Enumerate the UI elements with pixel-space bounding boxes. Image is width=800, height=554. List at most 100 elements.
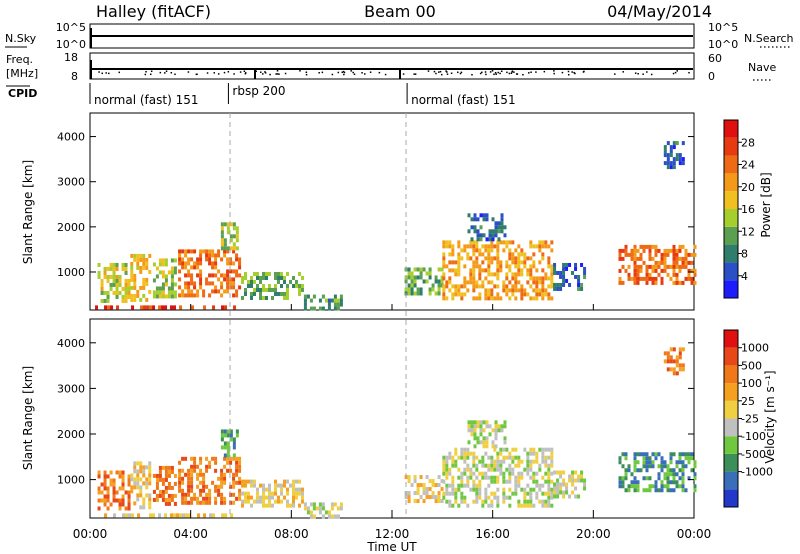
data-cell bbox=[672, 488, 676, 493]
data-cell bbox=[451, 252, 455, 257]
data-cell bbox=[295, 479, 298, 484]
data-cell bbox=[327, 514, 331, 519]
data-cell bbox=[663, 472, 667, 477]
data-cell bbox=[538, 244, 542, 249]
data-cell bbox=[274, 283, 277, 288]
data-cell bbox=[309, 514, 313, 519]
data-cell bbox=[496, 292, 500, 297]
data-cell bbox=[470, 432, 474, 437]
nave-point bbox=[223, 71, 226, 74]
data-cell bbox=[463, 244, 467, 249]
data-cell bbox=[208, 257, 212, 262]
data-cell bbox=[422, 491, 426, 496]
data-cell bbox=[199, 257, 203, 262]
data-cell bbox=[508, 467, 512, 472]
colorbar-swatch bbox=[724, 244, 738, 263]
data-cell bbox=[226, 445, 230, 450]
data-cell bbox=[232, 492, 236, 497]
data-cell bbox=[678, 347, 682, 352]
data-cell bbox=[199, 492, 203, 497]
data-cell bbox=[541, 240, 545, 245]
nave-point bbox=[637, 72, 639, 75]
data-cell bbox=[152, 278, 156, 283]
data-cell bbox=[666, 488, 670, 493]
data-cell bbox=[229, 429, 233, 434]
data-cell bbox=[235, 273, 239, 278]
data-cell bbox=[280, 291, 283, 296]
nave-point bbox=[255, 70, 257, 73]
data-cell bbox=[690, 452, 694, 457]
data-cell bbox=[103, 474, 107, 479]
data-cell bbox=[321, 306, 325, 311]
data-cell bbox=[217, 249, 221, 254]
data-cell bbox=[181, 456, 185, 461]
data-cell bbox=[271, 295, 274, 300]
data-cell bbox=[116, 305, 120, 310]
data-cell bbox=[170, 266, 174, 271]
data-cell bbox=[669, 145, 673, 150]
data-cell bbox=[148, 469, 152, 474]
data-cell bbox=[523, 495, 527, 500]
nave-point bbox=[622, 71, 624, 73]
data-cell bbox=[289, 279, 292, 284]
data-cell bbox=[473, 444, 477, 449]
data-cell bbox=[562, 490, 566, 495]
nave-point bbox=[264, 71, 266, 73]
data-cell bbox=[482, 436, 486, 441]
data-cell bbox=[577, 278, 581, 283]
data-cell bbox=[672, 165, 676, 170]
nave-point bbox=[378, 71, 381, 74]
data-cell bbox=[472, 268, 476, 273]
data-cell bbox=[633, 252, 637, 257]
date-title: 04/May/2014 bbox=[607, 2, 712, 21]
data-cell bbox=[693, 280, 697, 285]
data-cell bbox=[639, 452, 643, 457]
data-cell bbox=[675, 141, 679, 146]
data-cell bbox=[666, 476, 670, 481]
data-cell bbox=[475, 463, 479, 468]
data-cell bbox=[491, 229, 495, 234]
data-cell bbox=[500, 229, 504, 234]
data-cell bbox=[235, 269, 239, 274]
data-cell bbox=[491, 217, 495, 222]
data-cell bbox=[451, 459, 455, 464]
data-cell bbox=[544, 499, 548, 504]
data-cell bbox=[413, 475, 417, 480]
nave-trace bbox=[98, 70, 690, 76]
data-cell bbox=[226, 257, 230, 262]
data-cell bbox=[283, 495, 286, 500]
data-cell bbox=[660, 268, 664, 273]
data-cell bbox=[633, 280, 637, 285]
data-cell bbox=[448, 276, 452, 281]
data-cell bbox=[636, 488, 640, 493]
data-cell bbox=[136, 261, 140, 266]
data-cell bbox=[550, 296, 554, 301]
data-cell bbox=[448, 280, 452, 285]
data-cell bbox=[100, 490, 104, 495]
nave-point bbox=[276, 73, 279, 75]
data-cell bbox=[472, 288, 476, 293]
data-cell bbox=[535, 276, 539, 281]
data-cell bbox=[657, 476, 661, 481]
data-cell bbox=[416, 483, 420, 488]
data-cell bbox=[164, 473, 168, 478]
data-cell bbox=[526, 459, 530, 464]
data-cell bbox=[303, 502, 307, 507]
data-cell bbox=[496, 252, 500, 257]
data-cell bbox=[666, 264, 670, 269]
data-cell bbox=[271, 495, 274, 500]
data-cell bbox=[633, 484, 637, 489]
data-cell bbox=[675, 252, 679, 257]
data-cell bbox=[232, 285, 236, 290]
colorbar-swatch bbox=[724, 400, 738, 419]
data-cell bbox=[493, 475, 497, 480]
data-cell bbox=[481, 244, 485, 249]
data-cell bbox=[184, 472, 188, 477]
data-cell bbox=[487, 495, 491, 500]
data-cell bbox=[161, 477, 165, 482]
data-cell bbox=[152, 290, 156, 295]
data-cell bbox=[494, 233, 498, 238]
data-cell bbox=[469, 272, 473, 277]
data-cell bbox=[425, 487, 429, 492]
data-cell bbox=[410, 283, 414, 288]
